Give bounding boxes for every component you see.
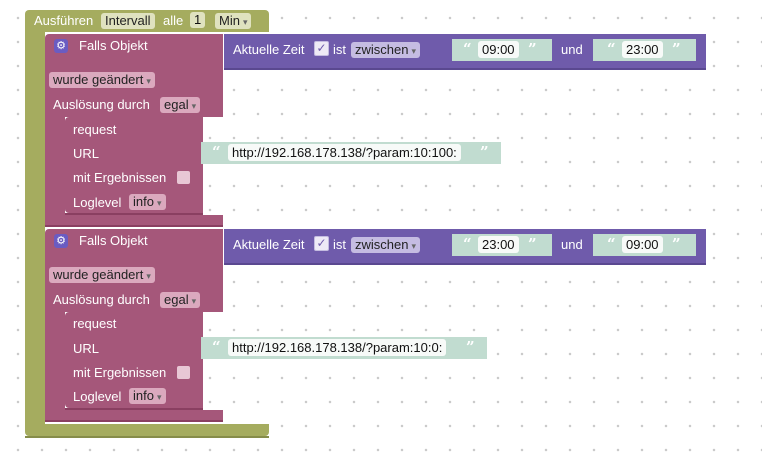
- trigger-dropdown-1[interactable]: egal ▾: [160, 97, 201, 113]
- quote-close-icon: ”: [528, 235, 537, 253]
- between-dropdown-1[interactable]: zwischen ▾: [351, 42, 420, 58]
- between-value-2: zwischen: [355, 237, 409, 252]
- changed-dropdown-1[interactable]: wurde geändert ▾: [49, 72, 155, 88]
- if-block-2-footer-shadow: [45, 420, 223, 422]
- mode-dropdown[interactable]: Intervall: [101, 13, 155, 29]
- time-checkbox-2[interactable]: ✓: [314, 236, 329, 251]
- if-block-2-rail: [45, 312, 65, 410]
- and-label-1: und: [561, 42, 583, 57]
- trigger-value-2: egal: [164, 292, 189, 307]
- mode-value: Intervall: [105, 13, 151, 28]
- is-label-2: ist: [333, 237, 346, 252]
- request-label-2: request: [73, 316, 117, 331]
- between-value-1: zwischen: [355, 42, 409, 57]
- quote-close-icon: ”: [466, 338, 475, 356]
- quote-close-icon: ”: [528, 40, 537, 58]
- chevron-down-icon: ▾: [156, 392, 162, 402]
- trigger-label-1: Auslösung durch: [53, 97, 150, 112]
- request-block-1-shadow: [65, 213, 203, 215]
- chevron-down-icon: ▾: [191, 296, 197, 306]
- every-label: alle: [163, 13, 184, 28]
- if-block-2-footer: [45, 410, 223, 420]
- quote-open-icon: “: [463, 40, 472, 58]
- unit-value: Min: [219, 13, 240, 28]
- loglevel-value-1: info: [133, 194, 154, 209]
- results-checkbox-2[interactable]: [177, 366, 190, 379]
- quote-close-icon: ”: [672, 235, 681, 253]
- results-label-1: mit Ergebnissen: [73, 170, 167, 185]
- trigger-label-2: Auslösung durch: [53, 292, 150, 307]
- loglevel-dropdown-2[interactable]: info ▾: [129, 388, 166, 404]
- url-input-1[interactable]: http://192.168.178.138/?param:10:100:: [228, 144, 461, 161]
- quote-open-icon: “: [463, 235, 472, 253]
- trigger-value-1: egal: [164, 97, 189, 112]
- chevron-down-icon: ▾: [146, 271, 151, 281]
- quote-open-icon: “: [212, 143, 221, 161]
- if-object-label-1: Falls Objekt: [79, 38, 148, 53]
- is-label-1: ist: [333, 42, 346, 57]
- schedule-footer-bar: [25, 424, 269, 436]
- chevron-down-icon: ▾: [156, 198, 162, 208]
- to-time-input-2[interactable]: 09:00: [622, 236, 663, 253]
- if-block-1-footer-shadow: [45, 225, 223, 227]
- loglevel-dropdown-1[interactable]: info ▾: [129, 194, 166, 210]
- from-time-input-1[interactable]: 09:00: [478, 41, 519, 58]
- interval-input[interactable]: 1: [190, 12, 206, 28]
- changed-value-1: wurde geändert: [53, 72, 144, 87]
- url-label-2: URL: [73, 341, 100, 356]
- changed-dropdown-2[interactable]: wurde geändert ▾: [49, 267, 155, 283]
- time-checkbox-1[interactable]: ✓: [314, 41, 329, 56]
- time-label-1: Aktuelle Zeit: [233, 42, 305, 57]
- between-dropdown-2[interactable]: zwischen ▾: [351, 237, 420, 253]
- loglevel-value-2: info: [133, 388, 154, 403]
- gear-icon[interactable]: ⚙: [54, 39, 68, 53]
- chevron-down-icon: ▾: [146, 76, 151, 86]
- chevron-down-icon: ▾: [242, 17, 248, 27]
- schedule-footer-shadow: [25, 436, 269, 438]
- time-label-2: Aktuelle Zeit: [233, 237, 305, 252]
- results-label-2: mit Ergebnissen: [73, 365, 167, 380]
- quote-open-icon: “: [212, 338, 221, 356]
- request-label-1: request: [73, 122, 117, 137]
- quote-close-icon: ”: [672, 40, 681, 58]
- changed-value-2: wurde geändert: [53, 267, 144, 282]
- results-checkbox-1[interactable]: [177, 171, 190, 184]
- to-time-input-1[interactable]: 23:00: [622, 41, 663, 58]
- gear-icon[interactable]: ⚙: [54, 234, 68, 248]
- if-block-1-footer: [45, 215, 223, 225]
- chevron-down-icon: ▾: [411, 241, 416, 251]
- loglevel-label-1: Loglevel: [73, 195, 122, 210]
- url-label-1: URL: [73, 146, 100, 161]
- time-condition-shadow-1: [224, 68, 706, 70]
- if-block-1-rail: [45, 117, 65, 215]
- quote-close-icon: ”: [480, 143, 489, 161]
- from-time-input-2[interactable]: 23:00: [478, 236, 519, 253]
- chevron-down-icon: ▾: [411, 46, 416, 56]
- schedule-left-rail: [25, 32, 45, 424]
- chevron-down-icon: ▾: [191, 101, 197, 111]
- loglevel-label-2: Loglevel: [73, 389, 122, 404]
- request-block-2-shadow: [65, 408, 203, 410]
- run-label: Ausführen: [34, 13, 94, 28]
- time-condition-shadow-2: [224, 263, 706, 265]
- unit-dropdown[interactable]: Min ▾: [215, 13, 252, 29]
- if-object-label-2: Falls Objekt: [79, 233, 148, 248]
- and-label-2: und: [561, 237, 583, 252]
- trigger-dropdown-2[interactable]: egal ▾: [160, 292, 201, 308]
- url-input-2[interactable]: http://192.168.178.138/?param:10:0:: [228, 339, 447, 356]
- quote-open-icon: “: [607, 235, 616, 253]
- quote-open-icon: “: [607, 40, 616, 58]
